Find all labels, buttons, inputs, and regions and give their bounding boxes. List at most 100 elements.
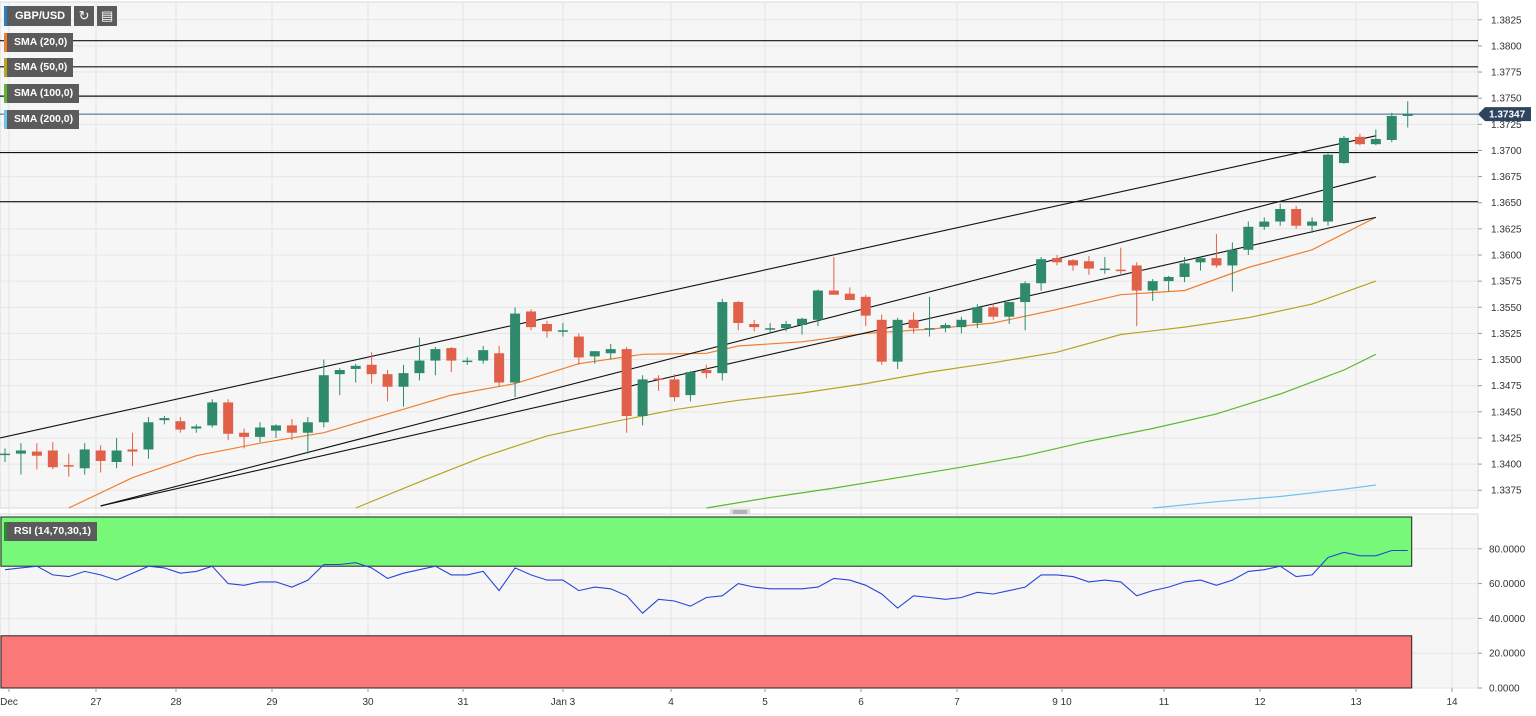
rsi-line xyxy=(4,549,1408,614)
x-tick-label: 14 xyxy=(1446,697,1458,708)
candle-body xyxy=(892,319,903,362)
candle-body xyxy=(270,425,281,431)
candle-body xyxy=(1259,221,1270,227)
candle-body xyxy=(286,425,297,433)
candle-body xyxy=(557,330,568,332)
candle-body xyxy=(31,451,42,456)
symbol-button[interactable]: GBP/USD xyxy=(4,6,72,26)
candle-body xyxy=(526,311,537,328)
candle-body xyxy=(1195,258,1206,263)
y-tick-label: 1.3525 xyxy=(1491,329,1522,340)
candle-body xyxy=(1307,221,1318,226)
candle-body xyxy=(1131,265,1142,291)
rsi-label[interactable]: RSI (14,70,30,1) xyxy=(4,522,98,541)
candle-body xyxy=(1402,113,1413,116)
y-tick-label: 1.3600 xyxy=(1491,251,1522,262)
channel-line xyxy=(100,216,1376,507)
sma-line-2 xyxy=(706,353,1377,509)
candle-body xyxy=(462,360,473,363)
candle-body xyxy=(1099,268,1110,271)
sma100-label[interactable]: SMA (100,0) xyxy=(4,84,80,103)
candle-body xyxy=(239,432,250,437)
candle-body xyxy=(47,450,58,468)
candle-body xyxy=(860,296,871,316)
candle-body xyxy=(15,450,26,454)
y-tick-label: 1.3700 xyxy=(1491,146,1522,157)
y-tick-label: 1.3775 xyxy=(1491,68,1522,79)
candle-body xyxy=(79,449,90,469)
candle-body xyxy=(1275,209,1286,222)
candle-body xyxy=(1291,209,1302,226)
candle-body xyxy=(1083,261,1094,269)
refresh-icon[interactable]: ↻ xyxy=(74,6,95,26)
candle-body xyxy=(382,374,393,387)
candle-body xyxy=(1354,136,1365,145)
sma50-legend[interactable]: SMA (50,0) xyxy=(4,57,74,77)
y-tick-label: 1.3425 xyxy=(1491,433,1522,444)
x-tick-label: 30 xyxy=(362,697,374,708)
candle-body xyxy=(1179,263,1190,277)
candle-body xyxy=(972,307,983,323)
horizontal-levels xyxy=(0,40,1478,203)
candle-body xyxy=(844,293,855,300)
candle-body xyxy=(812,290,823,320)
candle-body xyxy=(924,328,935,330)
candle-body xyxy=(223,402,234,434)
candle-body xyxy=(908,319,919,329)
y-tick-label: 1.3500 xyxy=(1491,355,1522,366)
candle-body xyxy=(1243,226,1254,250)
x-tick-label: 9 10 xyxy=(1052,697,1072,708)
x-axis: Dec 27 28 29 30 31 Jan 3 4 5 6 7 9 10 11 12 13 14 xyxy=(0,688,1458,708)
y-tick-label: 1.3750 xyxy=(1491,94,1522,105)
candle-body xyxy=(127,449,138,452)
x-tick-label: Dec xyxy=(0,697,18,708)
candle-body xyxy=(669,379,680,398)
current-price-label: 1.37347 xyxy=(1489,110,1526,121)
sma200-label[interactable]: SMA (200,0) xyxy=(4,110,80,129)
y-tick-label: 1.3375 xyxy=(1491,486,1522,497)
current-price-tag: 1.37347 xyxy=(1478,107,1531,122)
sma200-legend[interactable]: SMA (200,0) xyxy=(4,109,80,129)
candle-body xyxy=(366,364,377,375)
candle-body xyxy=(350,365,361,369)
candle-body xyxy=(653,378,664,380)
candle-body xyxy=(1323,154,1334,222)
candle-body xyxy=(255,427,266,437)
x-tick-label: 4 xyxy=(668,697,674,708)
pane-resize-handle[interactable] xyxy=(730,509,750,514)
channel-line xyxy=(0,135,1376,439)
y-tick-label: 1.3475 xyxy=(1491,381,1522,392)
y-tick-label: 1.3725 xyxy=(1491,120,1522,131)
candle-body xyxy=(940,325,951,329)
rsi-overbought-zone xyxy=(0,516,1413,567)
candle-body xyxy=(733,302,744,323)
channel-lines xyxy=(0,135,1376,507)
rsi-polyline xyxy=(4,549,1408,614)
sma20-label[interactable]: SMA (20,0) xyxy=(4,33,74,52)
x-tick-label: 5 xyxy=(762,697,768,708)
candle-body xyxy=(781,324,792,329)
sma50-label[interactable]: SMA (50,0) xyxy=(4,58,74,77)
y-tick-label: 1.3625 xyxy=(1491,224,1522,235)
candle-body xyxy=(956,319,967,328)
rsi-oversold-zone xyxy=(0,635,1413,689)
sma100-legend[interactable]: SMA (100,0) xyxy=(4,83,80,103)
candle-body xyxy=(637,379,648,416)
candle-body xyxy=(478,350,489,361)
y-tick-label: 1.3675 xyxy=(1491,172,1522,183)
y-axis: 1.3375 1.3400 1.3425 1.3450 1.3475 1.3500 1.35… xyxy=(1478,15,1526,695)
x-tick-label: 11 xyxy=(1159,697,1170,708)
y-tick-label: 1.3575 xyxy=(1491,277,1522,288)
candle-body xyxy=(159,418,170,421)
rsi-y-tick-label: 60.0000 xyxy=(1489,579,1526,590)
indicators-icon[interactable]: ▤ xyxy=(97,6,118,26)
x-tick-label: 13 xyxy=(1350,697,1362,708)
candle-body xyxy=(1370,138,1381,145)
candle-body xyxy=(0,453,10,456)
rsi-legend[interactable]: RSI (14,70,30,1) xyxy=(4,521,98,541)
candle-body xyxy=(95,450,106,461)
rsi-y-tick-label: 40.0000 xyxy=(1489,614,1526,625)
sma20-legend[interactable]: SMA (20,0) xyxy=(4,32,74,52)
x-tick-label: Jan 3 xyxy=(551,697,576,708)
